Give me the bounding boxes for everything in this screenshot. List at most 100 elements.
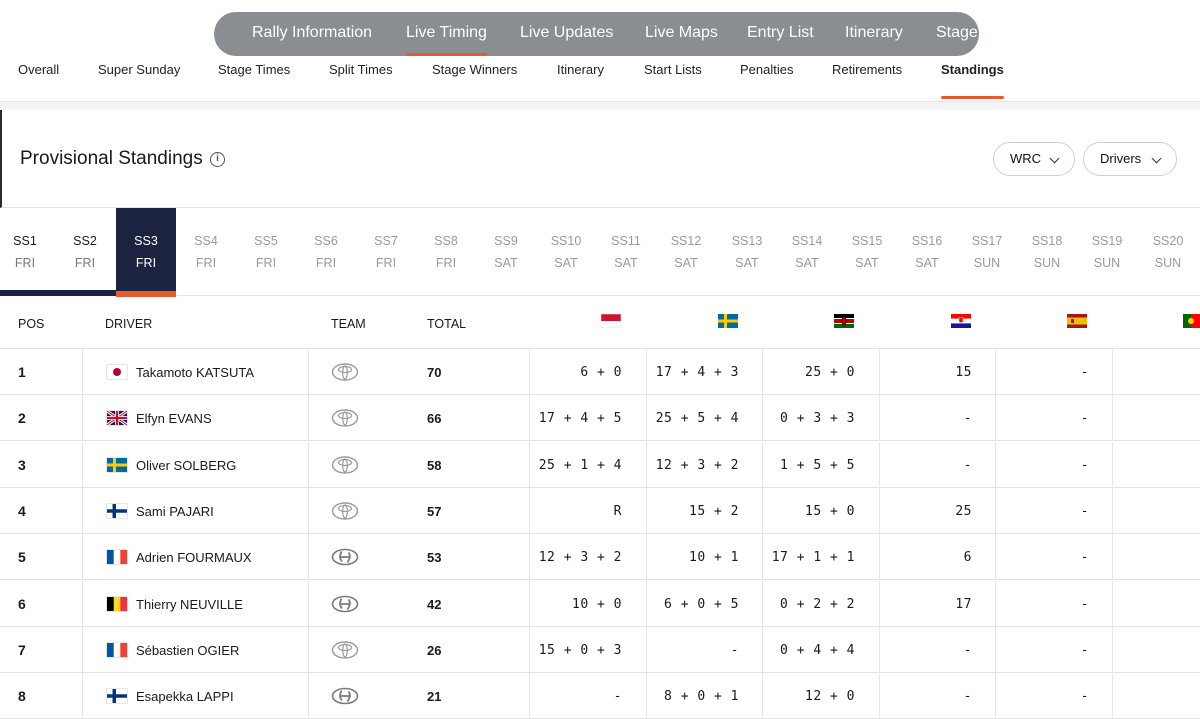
stage-ss9[interactable]: SS9 SAT [476,208,536,296]
table-row[interactable]: 3 Oliver SOLBERG 58 25 + 1 + 4 12 + 3 + 2 1 +… [0,441,1200,488]
table-row[interactable]: 2 Elfyn EVANS 66 17 + 4 + 5 25 + 5 + 4 0 + 3 … [0,395,1200,442]
row-driver-name[interactable]: Elfyn EVANS [136,411,212,427]
spain-flag [1067,314,1087,328]
category-dropdown[interactable]: WRC [993,142,1075,176]
row-driver-name[interactable]: Sami PAJARI [136,503,214,519]
page-title: Provisional Standings [20,148,203,169]
tab-super-sunday[interactable]: Super Sunday [98,62,181,77]
column-divider [1112,349,1113,395]
column-divider [82,487,83,534]
column-divider [646,626,647,673]
row-driver-name[interactable]: Sébastien OGIER [136,642,240,658]
stage-day: SUN [1093,256,1121,270]
table-row[interactable]: 8 Esapekka LAPPI 21 - 8 + 0 + 1 12 + 0 - - [0,673,1200,719]
column-divider [762,673,763,719]
tab-split-times[interactable]: Split Times [329,62,393,77]
info-icon[interactable]: i [210,152,225,167]
row-event-points: - [1080,596,1089,612]
table-row[interactable]: 7 Sébastien OGIER 26 15 + 0 + 3 - 0 + 4 + 4 - - [0,626,1200,673]
stage-ss8[interactable]: SS8 FRI [416,208,476,296]
stage-code: SS9 [494,234,518,248]
stage-ss18[interactable]: SS18 SUN [1017,208,1077,296]
stage-ss12[interactable]: SS12 SAT [656,208,716,296]
row-driver-name[interactable]: Adrien FOURMAUX [136,550,252,566]
column-divider [762,580,763,627]
stage-ss2[interactable]: SS2 FRI [55,208,115,296]
nav-rally-information[interactable]: Rally Information [252,24,373,41]
table-row[interactable]: 6 Thierry NEUVILLE 42 10 + 0 6 + 0 + 5 0 + 2 … [0,580,1200,627]
column-divider [308,349,309,395]
row-event-points: - [1080,411,1089,427]
column-divider [308,626,309,673]
stage-ss10[interactable]: SS10 SAT [536,208,596,296]
row-event-points: 17 + 1 + 1 [771,550,855,566]
tab-overall[interactable]: Overall [18,62,60,77]
stage-code: SS20 [1152,234,1184,248]
table-row[interactable]: 5 Adrien FOURMAUX 53 12 + 3 + 2 10 + 1 17 + 1… [0,534,1200,581]
column-divider [995,441,996,488]
row-total: 70 [427,365,442,380]
row-driver-name[interactable]: Oliver SOLBERG [136,457,237,473]
tab-penalties[interactable]: Penalties [740,62,794,77]
row-event-points: 10 + 1 [689,550,739,566]
stage-code: SS5 [254,234,278,248]
table-row[interactable]: 4 Sami PAJARI 57 R 15 + 2 15 + 0 25 - [0,487,1200,534]
stage-day: SAT [795,256,819,270]
stage-day: SAT [735,256,759,270]
stage-ss19[interactable]: SS19 SUN [1077,208,1137,296]
stage-ss7[interactable]: SS7 FRI [356,208,416,296]
main-nav: Rally Information Live Timing Live Updat… [214,12,979,56]
column-divider [646,395,647,442]
column-divider [82,395,83,442]
column-divider [646,673,647,719]
stage-ss5[interactable]: SS5 FRI [236,208,296,296]
nav-live-updates[interactable]: Live Updates [520,24,614,41]
finland-flag [107,689,127,704]
column-divider [82,580,83,627]
toyota-logo-icon [331,641,359,659]
type-dropdown[interactable]: Drivers [1083,142,1177,176]
stage-code: SS14 [791,234,823,248]
column-divider [529,395,530,442]
tab-start-lists[interactable]: Start Lists [644,62,702,77]
stage-ss20[interactable]: SS20 SUN [1138,208,1198,296]
stage-ss17[interactable]: SS17 SUN [957,208,1017,296]
tab-itinerary[interactable]: Itinerary [557,62,604,77]
nav-itinerary[interactable]: Itinerary [845,24,903,41]
stage-ss1[interactable]: SS1 FRI [0,208,55,296]
column-divider [308,487,309,534]
tab-stage-times[interactable]: Stage Times [218,62,291,77]
uk-flag [107,411,127,426]
tab-stage-winners[interactable]: Stage Winners [432,62,518,77]
row-driver-name[interactable]: Thierry NEUVILLE [136,596,243,612]
stage-ss6[interactable]: SS6 FRI [296,208,356,296]
nav-entry-list[interactable]: Entry List [747,24,814,41]
stage-ss4[interactable]: SS4 FRI [176,208,236,296]
column-divider [1112,626,1113,673]
row-event-points: 17 + 4 + 3 [655,365,739,380]
column-divider [879,626,880,673]
column-divider [529,673,530,719]
column-divider [879,580,880,627]
stage-ss15[interactable]: SS15 SAT [837,208,897,296]
belgium-flag [107,596,127,611]
stage-ss13[interactable]: SS13 SAT [717,208,777,296]
stage-ss3[interactable]: SS3 FRI [116,208,176,297]
row-driver-name[interactable]: Esapekka LAPPI [136,689,234,705]
nav-live-maps[interactable]: Live Maps [645,24,718,41]
row-event-points: 0 + 3 + 3 [780,411,855,427]
table-row[interactable]: 1 Takamoto KATSUTA 70 6 + 0 17 + 4 + 3 25 + 0… [0,349,1200,395]
stage-day: FRI [375,256,397,270]
nav-live-timing[interactable]: Live Timing [406,12,487,56]
column-divider [879,487,880,534]
stage-ss14[interactable]: SS14 SAT [777,208,837,296]
column-divider [995,349,996,395]
tab-retirements[interactable]: Retirements [832,62,903,77]
stage-ss16[interactable]: SS16 SAT [897,208,957,296]
row-event-points: 12 + 0 [805,689,855,705]
tab-standings[interactable]: Standings [941,62,1004,99]
row-driver-name[interactable]: Takamoto KATSUTA [136,365,254,380]
stage-ss11[interactable]: SS11 SAT [596,208,656,296]
row-event-points: - [963,411,972,427]
nav-stage[interactable]: Stage [936,24,978,41]
